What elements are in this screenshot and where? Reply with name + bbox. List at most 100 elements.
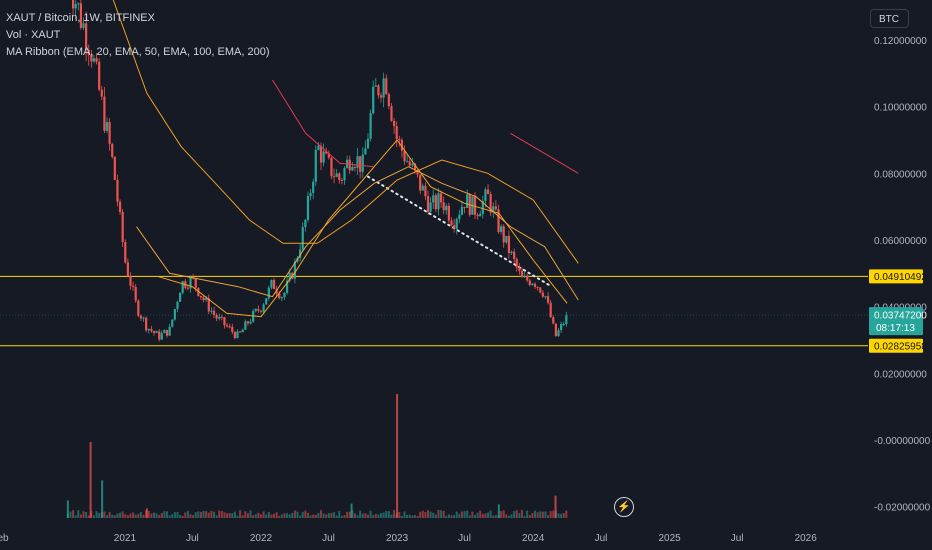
volume-bar (374, 513, 377, 518)
volume-bar (565, 510, 568, 518)
volume-bar (437, 510, 440, 518)
candle-body (228, 326, 231, 328)
volume-bar (233, 511, 236, 518)
candle-body (419, 174, 422, 191)
volume-spike-bar (554, 495, 557, 518)
volume-bar (544, 511, 547, 518)
candle-body (215, 314, 218, 319)
candle-body (165, 329, 169, 336)
ma-ribbon-title[interactable]: MA Ribbon (EMA, 20, EMA, 50, EMA, 100, E… (6, 46, 270, 58)
volume-bar (520, 510, 523, 518)
volume-bar (320, 510, 323, 518)
candle-body (98, 61, 101, 90)
volume-bar (531, 512, 534, 518)
candle-body (335, 173, 338, 177)
time-axis[interactable]: Feb 2021 Jul 2022 Jul 2023 Jul 2024 Jul 2025 Jul 20… (0, 533, 817, 544)
volume-bar (385, 510, 388, 518)
volume-bar (142, 514, 145, 518)
candle-body (118, 201, 122, 212)
candle-body (549, 302, 552, 318)
volume-bar (455, 511, 458, 518)
volume-bar (192, 515, 195, 518)
volume-bar (413, 515, 416, 518)
candle-body (317, 145, 320, 150)
candle-body (150, 328, 153, 331)
candle-body (398, 139, 401, 141)
volume-bar (171, 514, 174, 518)
volume-bar (466, 510, 469, 518)
volume-bar (158, 514, 161, 518)
candle-body (132, 285, 135, 287)
dotted-trend-line (366, 175, 553, 288)
candle-body (239, 331, 242, 333)
volume-bar (202, 510, 205, 518)
volume-bar (179, 514, 182, 518)
volume-indicator-title[interactable]: Vol · XAUT (6, 29, 61, 41)
volume-bar (113, 515, 116, 518)
candle-body (160, 333, 163, 340)
time-tick-label: 2026 (795, 533, 818, 544)
candle-body (460, 206, 464, 215)
volume-bar (252, 515, 255, 518)
volume-bar (314, 514, 317, 518)
candle-body (254, 308, 257, 312)
volume-bar (134, 514, 137, 518)
volume-bar (85, 512, 88, 518)
candle-body (359, 156, 362, 172)
candle-body (186, 287, 190, 289)
candle-body (369, 113, 372, 139)
candle-body (554, 323, 558, 337)
candle-body (507, 235, 511, 254)
volume-bar (150, 513, 153, 518)
volume-bar (411, 515, 414, 518)
volume-bar (513, 511, 516, 518)
currency-button[interactable]: BTC (870, 9, 909, 28)
volume-bar (275, 512, 278, 518)
candle-body (526, 275, 529, 281)
volume-bar (309, 515, 312, 518)
volume-bar (552, 510, 555, 518)
candle-body (450, 220, 453, 226)
candle-body (502, 226, 505, 243)
candle-body (85, 23, 88, 50)
symbol-title[interactable]: XAUT / Bitcoin, 1W, BITFINEX (6, 12, 155, 24)
candle-body (241, 329, 244, 333)
candle-body (338, 173, 341, 181)
volume-bar (215, 515, 218, 518)
candle-body (202, 297, 205, 301)
candle-body (385, 78, 388, 95)
volume-bar (408, 514, 411, 518)
candle-body (95, 58, 98, 62)
volume-bar (335, 515, 338, 518)
candle-body (116, 179, 119, 202)
volume-bar (489, 510, 492, 518)
volume-bar (291, 513, 294, 518)
volume-bar (293, 510, 296, 518)
flash-icon[interactable]: ⚡ (614, 497, 634, 517)
dotted-trend-line[interactable] (366, 175, 553, 288)
volume-bar (199, 511, 202, 518)
candle-body (210, 310, 213, 312)
volume-bar (278, 515, 281, 518)
candle-body (124, 242, 127, 263)
candle-body (463, 206, 466, 208)
candle-body (332, 176, 336, 178)
horizontal-levels[interactable] (0, 275, 868, 347)
price-tick-label: 0.12000000 (874, 36, 927, 47)
price-tick-label: 0.02000000 (874, 369, 927, 380)
time-tick-label: Jul (186, 533, 199, 544)
candle-body (562, 324, 565, 326)
candle-body (505, 235, 508, 243)
candle-body (406, 161, 409, 163)
volume-bar (440, 510, 443, 518)
candle-body (74, 3, 77, 9)
candle-body (152, 330, 156, 334)
volume-bar (487, 512, 490, 518)
candle-body (225, 325, 229, 327)
volume-bar (168, 515, 171, 518)
volume-bar (458, 513, 461, 518)
price-tick-label: 0.08000000 (874, 169, 927, 180)
candle-body (79, 3, 83, 28)
